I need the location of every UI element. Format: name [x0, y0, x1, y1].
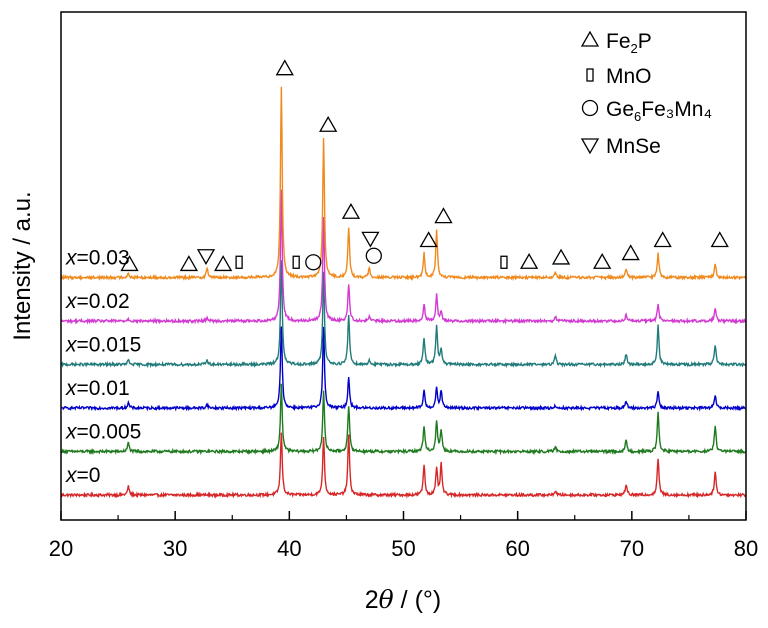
annotation-triangle-up-0 — [120, 255, 139, 272]
legend-label-0: Fe2P — [606, 30, 652, 56]
series-label-value-2: =0.01 — [77, 377, 130, 400]
legend-label-main-2: Ge — [606, 98, 634, 121]
x-axis-label-theta: θ — [379, 585, 394, 614]
y-axis-label: Intensity / a.u. — [9, 191, 36, 340]
annotation-triangle-up-5 — [275, 59, 294, 76]
x-tick-label-5: 70 — [620, 536, 644, 561]
legend-label-main-3: MnSe — [606, 135, 661, 158]
series-label-value-3: =0.015 — [77, 334, 142, 357]
x-axis-label-prefix: 2 — [365, 586, 379, 614]
annotation-triangle-down-2 — [196, 249, 216, 266]
legend-symbol-1 — [586, 68, 594, 82]
series-label-3: x=0.015 — [65, 334, 141, 357]
annotation-triangle-down-10 — [361, 231, 380, 248]
plot-frame — [60, 11, 747, 521]
x-tick-label-4: 60 — [505, 536, 529, 561]
series-label-0: x=0 — [65, 464, 100, 487]
series-line-1 — [60, 383, 747, 456]
series-label-var-5: x — [65, 247, 78, 270]
annotation-circle-7 — [305, 254, 322, 271]
legend-label-2: Ge6Fe₃Mn₄ — [606, 98, 712, 124]
legend-symbol-3 — [580, 138, 600, 155]
annotation-triangle-up-12 — [419, 231, 438, 248]
annotation-rect-4 — [235, 255, 243, 269]
series-label-var-3: x — [65, 334, 78, 357]
series-line-2 — [60, 326, 747, 412]
annotation-triangle-up-3 — [213, 255, 233, 272]
legend-symbol-0 — [580, 30, 600, 47]
legend-label-tail-0: P — [638, 30, 652, 53]
x-tick-label-0: 20 — [49, 536, 73, 561]
legend-label-tail-2: Fe₃Mn₄ — [641, 98, 712, 121]
annotation-circle-11 — [365, 247, 382, 264]
legend-label-3: MnSe — [606, 135, 661, 158]
annotation-triangle-up-13 — [434, 207, 453, 224]
x-axis: 20 30 40 50 60 70 80 — [49, 511, 758, 561]
series-label-value-0: =0 — [77, 464, 101, 487]
series-label-value-1: =0.005 — [77, 421, 142, 444]
annotation-rect-14 — [500, 255, 508, 269]
annotation-triangle-up-1 — [179, 255, 198, 272]
series-label-5: x=0.03 — [65, 247, 130, 270]
series-line-3 — [60, 260, 747, 369]
series-line-5 — [60, 86, 747, 282]
legend-label-main-0: Fe — [606, 30, 631, 53]
x-tick-label-1: 30 — [163, 536, 187, 561]
x-tick-label-3: 50 — [391, 536, 415, 561]
annotation-layer — [120, 59, 729, 272]
series-label-value-5: =0.03 — [77, 247, 130, 270]
legend-symbol-2 — [581, 99, 599, 117]
annotation-triangle-up-16 — [551, 248, 571, 265]
series-label-var-4: x — [65, 290, 78, 313]
annotation-triangle-up-8 — [319, 115, 338, 132]
annotation-triangle-up-15 — [519, 252, 539, 269]
series-line-0 — [60, 432, 747, 499]
series-label-value-4: =0.02 — [77, 290, 130, 313]
series-layer — [60, 86, 747, 499]
annotation-triangle-up-19 — [653, 231, 672, 248]
legend-label-main-1: MnO — [606, 65, 652, 88]
series-label-var-2: x — [65, 377, 78, 400]
annotation-triangle-up-17 — [593, 252, 612, 269]
annotation-triangle-up-20 — [710, 231, 729, 248]
series-label-var-0: x — [65, 464, 78, 487]
legend-label-sub-2: 6 — [634, 109, 641, 124]
series-label-4: x=0.02 — [65, 290, 130, 313]
legend-label-sub-0: 2 — [631, 41, 638, 56]
x-tick-label-2: 40 — [277, 536, 301, 561]
series-line-4 — [60, 189, 747, 325]
legend-label-1: MnO — [606, 65, 652, 88]
annotation-rect-6 — [292, 255, 300, 269]
legend: Fe2P MnO Ge6Fe₃Mn₄ MnSe — [580, 30, 712, 158]
annotation-triangle-up-9 — [341, 202, 361, 219]
x-axis-label-unit: / (°) — [394, 586, 442, 614]
series-label-2: x=0.01 — [65, 377, 130, 400]
annotation-triangle-up-18 — [621, 244, 640, 261]
series-label-1: x=0.005 — [65, 421, 141, 444]
series-label-var-1: x — [65, 421, 78, 444]
x-tick-label-6: 80 — [734, 536, 758, 561]
x-axis-label: 2θ / (°) — [365, 585, 441, 614]
